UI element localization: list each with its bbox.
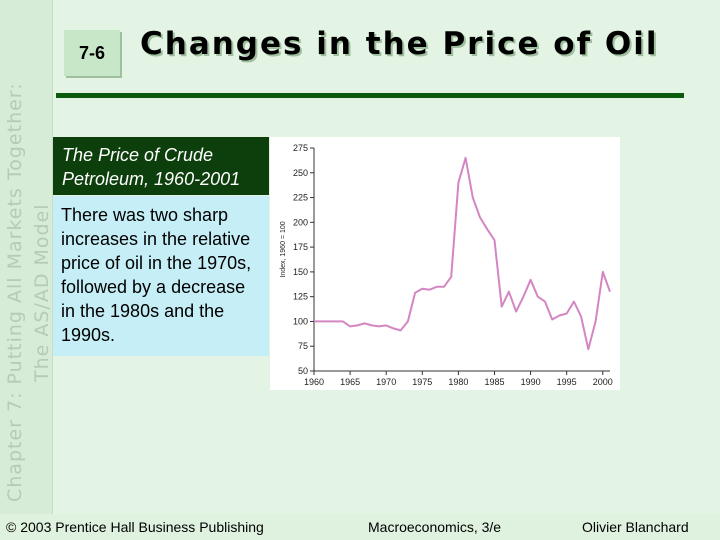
y-tick-label: 175 [293, 242, 308, 252]
x-tick-label: 2000 [593, 377, 613, 387]
y-tick-label: 75 [298, 341, 308, 351]
chapter-side-strip: Chapter 7: Putting All Markets Together:… [0, 0, 53, 540]
body-text: There was two sharp increases in the rel… [53, 196, 269, 356]
footer-bar [0, 514, 720, 540]
y-tick-label: 275 [293, 143, 308, 153]
y-tick-label: 225 [293, 193, 308, 203]
oil-price-chart: 50 75 100 125 150 175 200 225 250 275 1960 1965 1970… [280, 143, 613, 387]
footer-author: Olivier Blanchard [582, 519, 689, 535]
x-tick-label: 1985 [484, 377, 504, 387]
x-tick-label: 1980 [448, 377, 468, 387]
oil-price-series-line [314, 156, 611, 351]
chapter-title-line2: The AS/AD Model [31, 203, 53, 382]
x-tick-label: 1995 [557, 377, 577, 387]
chapter-title-line1: Chapter 7: Putting All Markets Together: [4, 82, 26, 502]
x-tick-label: 1970 [376, 377, 396, 387]
footer-book: Macroeconomics, 3/e [368, 519, 502, 535]
x-tick-label: 1960 [304, 377, 324, 387]
y-tick-label: 50 [298, 366, 308, 376]
footer-copyright: © 2003 Prentice Hall Business Publishing [6, 519, 264, 535]
chart-panel: 50 75 100 125 150 175 200 225 250 275 1960 1965 1970… [270, 137, 620, 390]
chart-caption: The Price of Crude Petroleum, 1960-2001 [53, 137, 269, 195]
x-tick-label: 1990 [521, 377, 541, 387]
y-tick-label: 125 [293, 292, 308, 302]
slide-number-badge: 7-6 [64, 30, 120, 76]
x-tick-label: 1965 [340, 377, 360, 387]
slide-number: 7-6 [78, 42, 105, 63]
y-tick-label: 150 [293, 267, 308, 277]
title-divider [56, 93, 684, 98]
y-tick-label: 250 [293, 168, 308, 178]
y-tick-label: 100 [293, 316, 308, 326]
slide-title: Changes in the Price of Oil [140, 26, 659, 62]
y-axis-label: Index, 1960 = 100 [280, 221, 287, 277]
x-tick-label: 1975 [412, 377, 432, 387]
y-tick-label: 200 [293, 217, 308, 227]
